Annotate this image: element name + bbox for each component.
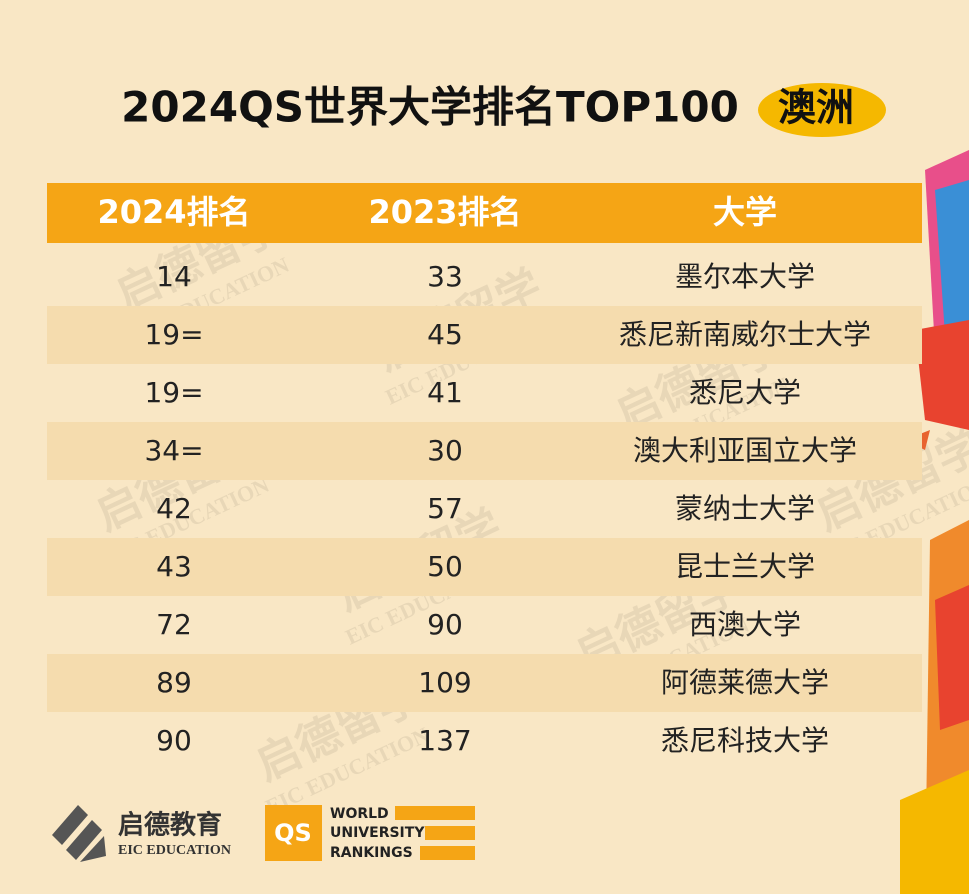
qs-line: WORLD: [330, 806, 389, 822]
column-header: 大学: [713, 193, 777, 231]
cell: 墨尔本大学: [675, 260, 815, 293]
cell: 109: [418, 666, 471, 699]
cell: 19=: [144, 376, 203, 409]
cell: 悉尼科技大学: [661, 724, 829, 757]
qs-line: UNIVERSITY: [330, 825, 425, 841]
table: 2024排名 2023排名 大学 14 33 墨尔本大学 19= 45 悉尼新南威尔士大学 19=…: [47, 193, 922, 757]
badge-shape: [758, 83, 886, 137]
cell: 19=: [144, 318, 203, 351]
cell: 50: [427, 550, 463, 583]
qs-bar: [395, 806, 475, 820]
cell: 14: [156, 260, 192, 293]
table-header: [47, 183, 922, 243]
eic-cn: 启德教育: [118, 810, 222, 841]
cell: 34=: [144, 434, 203, 467]
qs-logo: QS: [274, 819, 312, 847]
cell: 90: [156, 724, 192, 757]
cell: 阿德莱德大学: [661, 666, 829, 699]
cell: 昆士兰大学: [675, 550, 815, 583]
qs-line: RANKINGS: [330, 845, 413, 861]
cell: 33: [427, 260, 463, 293]
eic-en: EIC EDUCATION: [118, 843, 231, 858]
cell: 137: [418, 724, 471, 757]
decoration: [900, 150, 969, 894]
qs-bar: [420, 846, 475, 860]
cell: 悉尼大学: [689, 376, 801, 409]
cell: 悉尼新南威尔士大学: [619, 318, 871, 351]
column-header: 2023排名: [368, 193, 521, 231]
cell: 45: [427, 318, 463, 351]
cell: 蒙纳士大学: [675, 492, 815, 525]
cell: 西澳大学: [689, 608, 801, 641]
row-band: [47, 538, 922, 596]
cell: 43: [156, 550, 192, 583]
cell: 57: [427, 492, 463, 525]
row-band: [47, 422, 922, 480]
cell: 澳大利亚国立大学: [633, 434, 857, 467]
cell: 72: [156, 608, 192, 641]
cell: 89: [156, 666, 192, 699]
cell: 90: [427, 608, 463, 641]
cell: 30: [427, 434, 463, 467]
column-header: 2024排名: [97, 193, 250, 231]
title: 2024QS世界大学排名TOP100: [121, 83, 739, 132]
eic-logo: [52, 805, 106, 862]
cell: 42: [156, 492, 192, 525]
qs-bar: [425, 826, 475, 840]
cell: 41: [427, 376, 463, 409]
row-band: [47, 306, 922, 364]
badge-text: 澳洲: [778, 86, 854, 130]
row-band: [47, 654, 922, 712]
qs-box: [265, 805, 322, 861]
